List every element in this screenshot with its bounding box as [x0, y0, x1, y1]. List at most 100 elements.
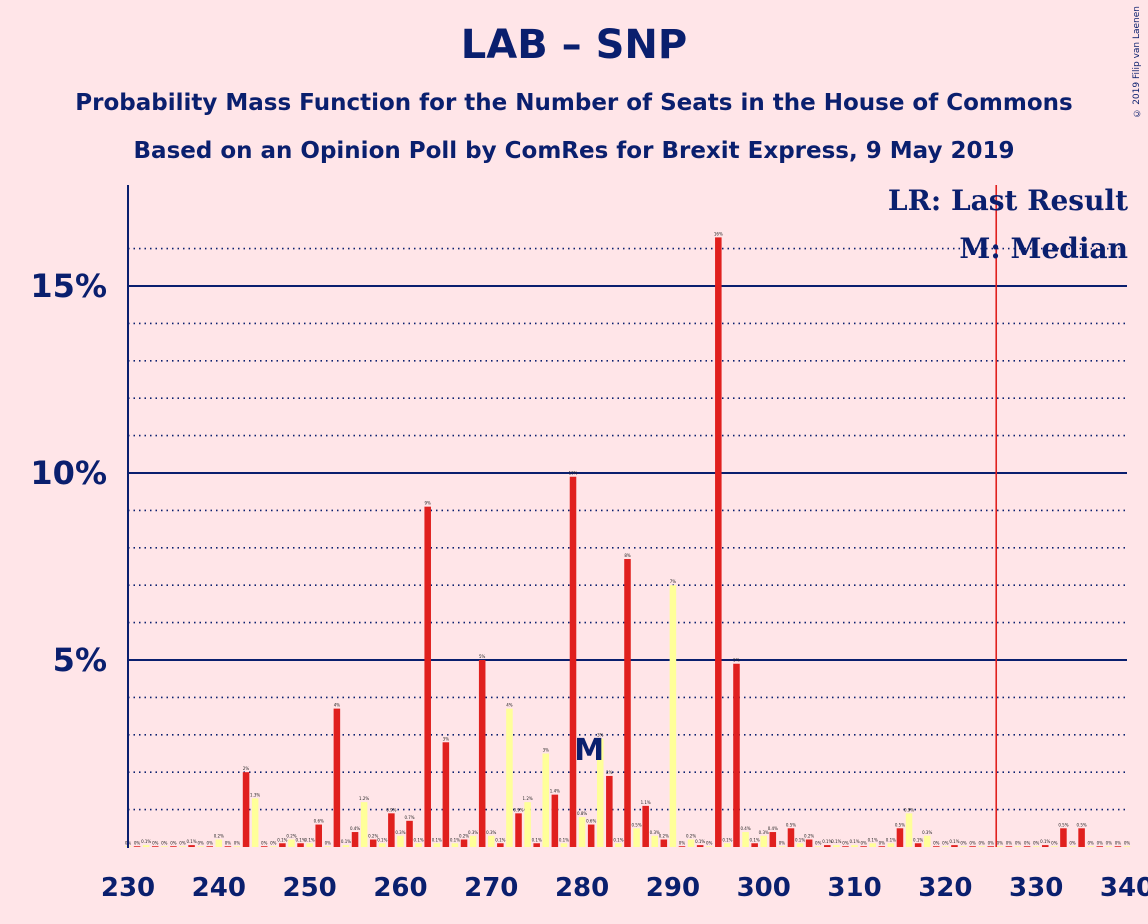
bar-seat-327 — [1005, 846, 1013, 847]
bar-seat-254 — [342, 845, 350, 847]
bar-seat-331 — [1041, 845, 1049, 847]
bar-seat-243 — [242, 772, 250, 847]
chart-subtitle-1: Probability Mass Function for the Number… — [75, 90, 1073, 116]
value-label-seat-334: 0% — [1069, 840, 1076, 845]
value-label-seat-331: 0.1% — [1040, 839, 1050, 844]
bar-seat-310 — [851, 845, 858, 847]
x-tick-label: 250 — [282, 873, 336, 903]
bar-seat-274 — [524, 802, 531, 847]
value-label-seat-276: 3% — [543, 748, 550, 753]
bar-seat-339 — [1114, 846, 1122, 847]
bar-seat-256 — [360, 802, 368, 847]
bar-seat-258 — [379, 843, 386, 847]
x-tick-label: 300 — [737, 873, 791, 903]
value-label-seat-273: 0.9% — [513, 807, 523, 812]
value-label-seat-284: 0.1% — [613, 837, 623, 842]
bar-seat-302 — [778, 846, 786, 847]
value-label-seat-251: 0.6% — [314, 819, 324, 824]
bar-seat-240 — [215, 839, 223, 847]
bar-seat-291 — [678, 846, 686, 847]
axes-layer: 5% 10% 15% 230 240 250 260 270 280 290 300 310 320 33… — [30, 185, 1148, 903]
bar-seat-332 — [1051, 846, 1058, 847]
bar-seat-292 — [687, 839, 695, 847]
bar-seat-340 — [1123, 846, 1131, 847]
value-label-seat-270: 0.3% — [486, 830, 496, 835]
bar-seat-261 — [406, 820, 413, 847]
value-label-seat-315: 0.5% — [895, 822, 905, 827]
bar-seat-286 — [633, 828, 640, 847]
value-label-seat-269: 5% — [479, 654, 486, 659]
bar-seat-307 — [824, 845, 831, 847]
bar-seat-279 — [569, 476, 577, 847]
bar-seat-317 — [914, 843, 922, 847]
value-label-seat-239: 0% — [207, 840, 214, 845]
value-label-seat-254: 0.1% — [341, 839, 351, 844]
bar-seat-278 — [560, 843, 568, 847]
bar-seat-264 — [433, 843, 441, 847]
bar-seat-255 — [351, 832, 359, 847]
bar-seat-324 — [978, 846, 985, 847]
bar-seat-260 — [397, 835, 404, 847]
bar-seat-235 — [170, 846, 177, 847]
value-label-seat-247: 0.1% — [277, 837, 287, 842]
value-label-seat-257: 0.2% — [368, 834, 378, 839]
x-tick-label: 230 — [101, 873, 155, 903]
value-label-seat-242: 0% — [234, 840, 241, 845]
bar-seat-245 — [260, 846, 268, 847]
value-label-seat-271: 0.1% — [495, 837, 505, 842]
x-tick-label: 270 — [464, 873, 518, 903]
value-label-seat-301: 0.4% — [768, 826, 778, 831]
value-label-seat-267: 0.2% — [459, 834, 469, 839]
value-label-seat-232: 0.1% — [141, 839, 151, 844]
value-label-seat-339: 0% — [1115, 840, 1122, 845]
value-label-seat-328: 0% — [1015, 840, 1022, 845]
value-label-seat-327: 0% — [1006, 840, 1013, 845]
bar-seat-321 — [951, 845, 958, 847]
y-tick-label: 10% — [30, 454, 107, 492]
value-label-seat-320: 0% — [942, 840, 949, 845]
value-label-seat-307: 0.1% — [822, 839, 832, 844]
value-label-seat-304: 0.1% — [795, 837, 805, 842]
median-marker: M — [574, 733, 604, 768]
bar-seat-295 — [715, 237, 722, 847]
bar-seat-336 — [1087, 846, 1094, 847]
value-label-seat-231: 0% — [134, 840, 141, 845]
bar-seat-293 — [696, 845, 704, 847]
chart-subtitle-2: Based on an Opinion Poll by ComRes for B… — [133, 138, 1015, 164]
value-label-seat-335: 0.5% — [1077, 822, 1087, 827]
bar-seat-287 — [642, 805, 649, 847]
bar-seat-262 — [415, 843, 422, 847]
bar-seat-263 — [424, 506, 431, 847]
x-tick-label: 280 — [555, 873, 609, 903]
bar-seat-271 — [497, 843, 504, 847]
bar-seat-338 — [1105, 846, 1113, 847]
value-label-seat-234: 0% — [161, 840, 168, 845]
bar-seat-329 — [1023, 846, 1031, 847]
value-label-seat-235: 0% — [170, 840, 177, 845]
bar-seat-337 — [1096, 846, 1104, 847]
bar-seat-246 — [270, 846, 277, 847]
bar-seat-265 — [442, 742, 450, 847]
value-label-seat-329: 0% — [1024, 840, 1031, 845]
value-label-seat-319: 0% — [933, 840, 940, 845]
value-label-seat-296: 0.1% — [722, 837, 732, 842]
bar-seat-277 — [551, 794, 559, 847]
bar-seat-270 — [488, 835, 495, 847]
bar-seat-315 — [896, 828, 904, 847]
bar-seat-319 — [933, 846, 940, 847]
bar-seat-325 — [987, 846, 995, 847]
value-label-seat-246: 0% — [270, 840, 277, 845]
value-label-seat-317: 0.1% — [913, 837, 923, 842]
bar-seat-248 — [288, 839, 295, 847]
bar-seat-333 — [1060, 828, 1067, 847]
bar-seat-306 — [814, 846, 822, 847]
value-label-seat-294: 0% — [706, 840, 713, 845]
value-label-seat-310: 0.1% — [849, 839, 859, 844]
bar-seat-326 — [996, 846, 1004, 847]
value-label-seat-264: 0.1% — [432, 837, 442, 842]
bar-seat-305 — [805, 839, 813, 847]
bar-seat-288 — [651, 835, 659, 847]
value-label-seat-313: 0% — [879, 840, 886, 845]
value-label-seat-240: 0.2% — [214, 834, 224, 839]
value-label-seat-291: 0% — [679, 840, 686, 845]
